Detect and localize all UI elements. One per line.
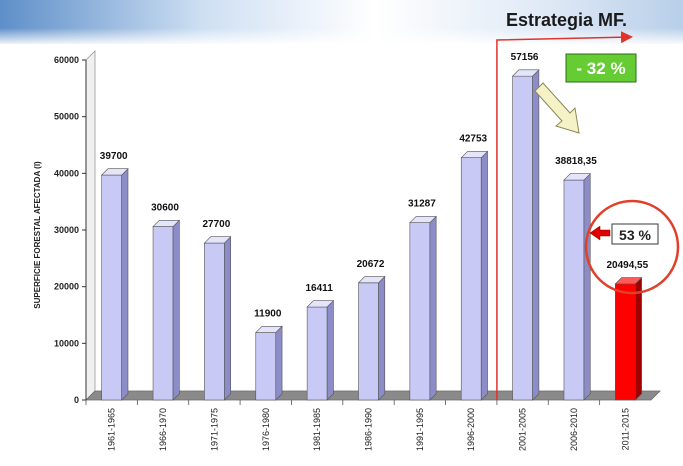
bar — [512, 75, 533, 401]
bar — [409, 222, 431, 401]
data-label: 38818,35 — [555, 156, 597, 167]
bar-top — [203, 236, 232, 244]
bar-top — [306, 300, 335, 308]
bar — [204, 242, 225, 401]
strategy-bracket-line — [496, 31, 633, 400]
bar — [460, 157, 482, 401]
y-tick-label: 30000 — [54, 225, 79, 235]
data-label: 31287 — [408, 199, 436, 210]
y-tick-label: 10000 — [54, 338, 79, 348]
bar-top — [255, 325, 283, 333]
bar-side — [378, 275, 386, 401]
bar — [358, 282, 379, 401]
strategy-title: Estrategia MF. — [506, 10, 628, 30]
bar-side — [121, 168, 129, 401]
x-tick-label: 1971-1975 — [209, 408, 219, 451]
x-tick-label: 1966-1970 — [158, 408, 168, 451]
bar-side — [429, 215, 437, 401]
bar-side — [326, 299, 334, 401]
data-label: 57156 — [511, 52, 539, 63]
data-label: 20494,55 — [606, 260, 648, 271]
data-label: 30600 — [151, 203, 179, 214]
bar — [255, 332, 277, 401]
bar-side — [480, 150, 488, 401]
y-tick-label: 50000 — [54, 112, 79, 122]
bar-side — [172, 219, 180, 401]
x-tick-label: 1991-1995 — [415, 408, 425, 451]
data-label: 20672 — [357, 259, 385, 270]
y-tick-label: 20000 — [54, 282, 79, 292]
bar-side — [532, 69, 540, 401]
bar-top — [409, 216, 437, 224]
data-label: 11900 — [254, 309, 282, 320]
bar-top — [152, 220, 181, 227]
bar-top — [460, 151, 489, 159]
data-label: 42753 — [459, 134, 487, 145]
bar-side — [275, 325, 283, 401]
x-tick-label: 1976-1980 — [261, 408, 271, 451]
bar — [306, 306, 328, 401]
left-arrow-icon — [589, 225, 611, 241]
data-label: 16411 — [306, 283, 334, 294]
bar — [563, 179, 585, 401]
decrease-badge-box — [565, 53, 637, 83]
decrease-badge: - 32 % — [576, 59, 625, 78]
data-label: 27700 — [203, 219, 231, 230]
y-tick-label: 60000 — [54, 55, 79, 65]
x-tick-label: 2001-2005 — [518, 408, 528, 451]
bar-top — [614, 277, 643, 285]
bar-top — [563, 173, 591, 181]
y-axis-title: SUPERFICIE FORESTAL AFECTADA (l) — [33, 161, 42, 309]
bar — [615, 283, 636, 401]
y-tick-label: 0 — [74, 395, 79, 405]
increase-badge: 53 % — [619, 227, 651, 243]
x-tick-label: 1996-2000 — [466, 408, 476, 451]
x-tick-label: 2006-2010 — [569, 408, 579, 451]
down-arrow-icon — [534, 82, 580, 134]
increase-badge-box — [611, 223, 659, 245]
header-banner-fade — [0, 28, 683, 46]
data-label: 39700 — [100, 151, 128, 162]
x-tick-label: 1986-1990 — [364, 408, 374, 451]
x-tick-label: 2011-2015 — [620, 408, 630, 450]
bar-top — [357, 276, 386, 284]
x-tick-label: 1981-1985 — [312, 408, 322, 451]
bar — [152, 226, 174, 401]
y-axis-wall — [85, 50, 96, 401]
bar-side — [224, 236, 232, 401]
bar-top — [100, 168, 129, 176]
x-tick-label: 1961-1965 — [107, 408, 117, 451]
bar-top — [511, 69, 540, 77]
y-tick-label: 40000 — [54, 168, 79, 178]
bar — [101, 174, 122, 401]
bar-side — [583, 173, 591, 401]
highlight-circle — [584, 199, 680, 295]
bar-side — [635, 276, 642, 401]
